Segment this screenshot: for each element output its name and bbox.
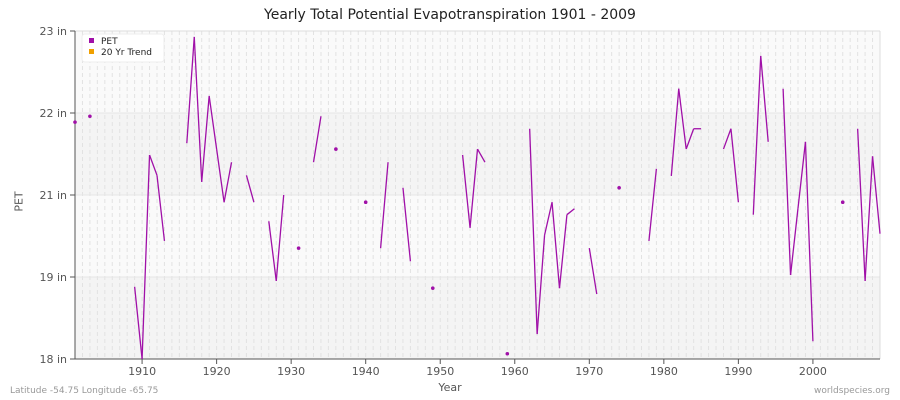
pet-data-point [430, 286, 435, 290]
pet-line-segment [208, 95, 218, 150]
pet-data-point [73, 120, 77, 124]
pet-line-segment [201, 95, 210, 182]
pet-line-segment [760, 55, 769, 142]
pet-line-segment [804, 141, 814, 342]
x-tick-label: 1950 [426, 365, 454, 378]
pet-line-segment [223, 162, 233, 203]
y-tick-label: 23 in [39, 25, 67, 38]
pet-line-segment [588, 248, 598, 295]
pet-line-segment [864, 156, 874, 281]
pet-line-segment [476, 148, 486, 163]
pet-line-segment [186, 36, 195, 144]
pet-data-point [88, 114, 92, 119]
pet-line-segment [461, 154, 471, 228]
pet-line-segment [678, 88, 687, 150]
y-tick-label: 18 in [39, 353, 67, 366]
pet-line-segment [648, 168, 658, 241]
pet-line-segment [156, 175, 166, 241]
pet-line-segment [275, 194, 285, 281]
legend-label: PET [101, 37, 118, 47]
pet-line-segment [670, 88, 680, 177]
legend-swatch [89, 38, 94, 43]
pet-line-segment [193, 36, 203, 182]
pet-line-segment [871, 156, 881, 234]
legend-swatch [89, 49, 94, 54]
pet-line-segment [566, 208, 575, 216]
x-tick-label: 1980 [650, 365, 678, 378]
x-tick-label: 1960 [501, 365, 529, 378]
pet-data-point [296, 246, 301, 250]
pet-line-segment [469, 149, 479, 228]
pet-line-segment [536, 234, 546, 335]
legend-box [81, 33, 165, 63]
pet-data-point [617, 185, 621, 190]
y-tick-label: 21 in [39, 189, 67, 202]
chart-title: Yearly Total Potential Evapotranspiratio… [264, 7, 636, 23]
pet-line-segment [529, 128, 538, 335]
x-tick-label: 1970 [575, 365, 603, 378]
x-tick-label: 1990 [724, 365, 752, 378]
x-tick-label: 2000 [799, 365, 827, 378]
pet-line-segment [722, 128, 732, 150]
pet-data-point [334, 147, 338, 151]
source-label: worldspecies.org [813, 386, 890, 396]
pet-line-segment [133, 286, 143, 360]
pet-line-segment [543, 202, 553, 236]
legend-label: 20 Yr Trend [101, 48, 152, 58]
y-tick-label: 22 in [39, 107, 67, 120]
pet-line-segment [268, 221, 277, 282]
pet-data-point [840, 200, 845, 205]
pet-line-segment [141, 154, 151, 360]
pet-line-segment [685, 128, 695, 150]
x-tick-label: 1920 [203, 365, 231, 378]
pet-line-segment [379, 162, 389, 249]
location-label: Latitude -54.75 Longitude -65.75 [10, 386, 159, 396]
pet-line-segment [402, 187, 412, 262]
pet-line-segment [752, 55, 762, 215]
pet-line-segment [312, 116, 322, 163]
pet-line-segment [558, 214, 568, 289]
pet-line-segment [856, 128, 866, 281]
pet-line-segment [215, 148, 225, 203]
x-tick-label: 1910 [128, 365, 156, 378]
pet-line-segment [730, 128, 740, 203]
pet-line-segment [551, 202, 561, 289]
x-tick-label: 1930 [277, 365, 305, 378]
pet-line-segment [797, 141, 807, 209]
x-tick-label: 1940 [352, 365, 380, 378]
y-tick-label: 19 in [39, 271, 67, 284]
pet-line-segment [148, 154, 158, 176]
pet-line-segment [789, 208, 799, 276]
pet-line-segment [245, 175, 255, 203]
pet-line-segment [782, 88, 792, 276]
x-axis-label: Year [438, 381, 462, 394]
pet-data-point [363, 200, 368, 205]
pet-data-point [505, 351, 510, 356]
